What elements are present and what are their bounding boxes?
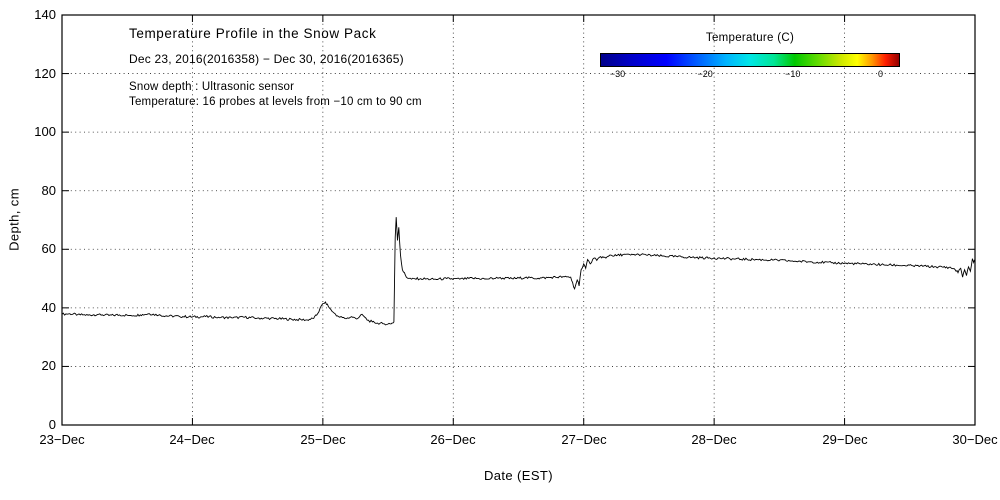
colorbar-title: Temperature (C) — [705, 32, 795, 44]
x-tick-label: 28−Dec — [691, 432, 737, 447]
x-tick-label: 23−Dec — [39, 432, 85, 447]
chart-date-range: Dec 23, 2016(2016358) − Dec 30, 2016(201… — [129, 52, 404, 66]
y-axis-title: Depth, cm — [6, 188, 22, 251]
y-tick-label: 140 — [34, 7, 56, 22]
y-tick-label: 20 — [41, 358, 56, 373]
annotation-temperature-probes: Temperature: 16 probes at levels from −1… — [129, 96, 422, 108]
plot-frame — [61, 14, 976, 426]
x-tick-label: 25−Dec — [300, 432, 346, 447]
colorbar: Temperature (C) −30 −20 −10 0 — [600, 32, 900, 84]
x-tick-label: 29−Dec — [822, 432, 868, 447]
y-tick-label: 120 — [34, 66, 56, 81]
annotation-snow-depth: Snow depth : Ultrasonic sensor — [129, 81, 295, 93]
y-tick-label: 0 — [48, 417, 56, 432]
x-tick-label: 24−Dec — [169, 432, 215, 447]
y-tick-label: 60 — [41, 241, 56, 256]
snow-depth-line — [61, 217, 976, 326]
colorbar-tick-label: 0 — [877, 69, 883, 79]
colorbar-tick-label: −10 — [785, 69, 801, 79]
chart-title: Temperature Profile in the Snow Pack — [129, 26, 377, 41]
x-tick-label: 27−Dec — [561, 432, 607, 447]
y-tick-label: 80 — [41, 183, 56, 198]
colorbar-tick-label: −30 — [609, 69, 626, 79]
x-tick-label: 26−Dec — [430, 432, 476, 447]
y-tick-label: 40 — [41, 300, 56, 315]
x-axis-title: Date (EST) — [483, 468, 553, 483]
x-tick-label: 30−Dec — [952, 432, 998, 447]
colorbar-tick-label: −20 — [697, 69, 713, 79]
y-tick-label: 100 — [34, 124, 56, 139]
colorbar-gradient — [600, 53, 900, 67]
